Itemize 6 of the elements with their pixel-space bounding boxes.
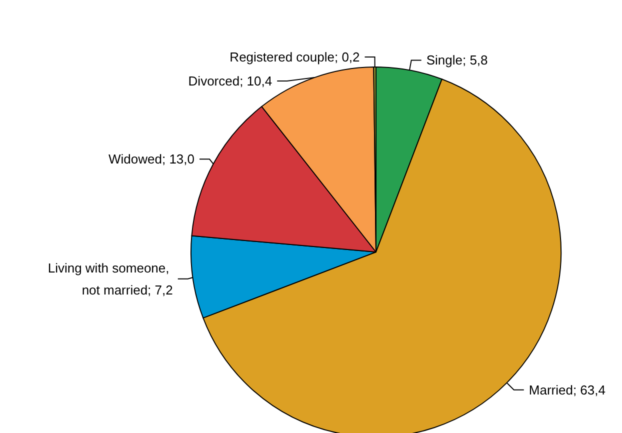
- slice-label: Married; 63,4: [528, 382, 606, 398]
- slice-label: Registered couple; 0,2: [230, 50, 360, 65]
- slice-label: Widowed; 13,0: [108, 152, 195, 167]
- slice-label: Single; 5,8: [426, 52, 488, 68]
- slice-label: Living with someone, not married; 7,2: [48, 260, 173, 298]
- slice-label: Divorced; 10,4: [188, 74, 272, 89]
